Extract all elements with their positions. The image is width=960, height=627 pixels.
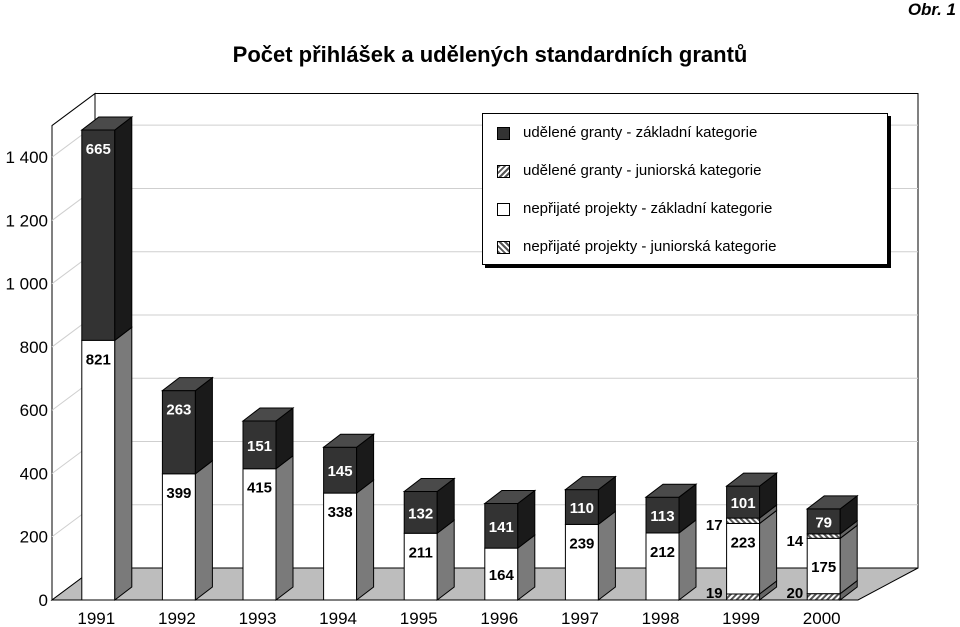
y-tick-label: 0 bbox=[39, 591, 48, 610]
bar-side bbox=[114, 326, 133, 602]
x-tick-label: 2000 bbox=[803, 609, 841, 627]
legend-swatch bbox=[497, 127, 510, 140]
data-label: 821 bbox=[86, 351, 111, 368]
x-tick-label: 1993 bbox=[239, 609, 277, 627]
bar-segment bbox=[484, 503, 519, 549]
bar-side bbox=[436, 519, 455, 602]
data-label: 164 bbox=[489, 567, 515, 584]
legend-item: nepřijaté projekty - základní kategorie bbox=[497, 200, 773, 217]
legend: udělené granty - základní kategorie uděl… bbox=[482, 113, 888, 265]
y-tick-label: 200 bbox=[20, 528, 48, 547]
legend-swatch bbox=[497, 241, 510, 254]
bar-segment bbox=[806, 533, 841, 539]
legend-item: udělené granty - základní kategorie bbox=[497, 124, 758, 141]
data-label: 101 bbox=[731, 495, 756, 512]
bar-side bbox=[275, 454, 294, 602]
y-tick-label: 1 000 bbox=[5, 275, 48, 294]
bar-top bbox=[322, 433, 376, 448]
figure-label: Obr. 1 bbox=[907, 0, 956, 19]
x-tick-label: 1991 bbox=[77, 609, 115, 627]
bar-side bbox=[597, 510, 616, 602]
data-label: 175 bbox=[811, 559, 836, 576]
bar-segment bbox=[403, 491, 438, 534]
y-tick-label: 1 200 bbox=[5, 211, 48, 230]
data-label: 151 bbox=[247, 438, 272, 455]
bar-top bbox=[563, 476, 617, 491]
bar-segment bbox=[806, 508, 841, 535]
legend-label: udělené granty - základní kategorie bbox=[523, 124, 758, 141]
y-tick-label: 400 bbox=[20, 464, 48, 483]
bar-side bbox=[194, 459, 213, 602]
legend-label: udělené granty - juniorská kategorie bbox=[523, 162, 762, 179]
bar-side bbox=[678, 518, 697, 602]
x-tick-label: 1998 bbox=[642, 609, 680, 627]
bar-top bbox=[80, 116, 134, 131]
data-label: 132 bbox=[408, 505, 433, 522]
data-label: 223 bbox=[731, 534, 756, 551]
bar-segment bbox=[726, 522, 761, 595]
data-label: 141 bbox=[489, 519, 514, 536]
data-label: 17 bbox=[706, 517, 723, 534]
bar-side bbox=[114, 115, 133, 342]
bar-segment bbox=[726, 517, 761, 524]
data-label: 665 bbox=[86, 141, 111, 158]
y-tick-label: 1 400 bbox=[5, 148, 48, 167]
bar-segment bbox=[242, 468, 277, 601]
legend-swatch bbox=[497, 203, 510, 216]
bar-side bbox=[356, 479, 375, 602]
bar-segment bbox=[403, 532, 438, 601]
bar-segment bbox=[564, 523, 599, 601]
legend-label: nepřijaté projekty - základní kategorie bbox=[523, 200, 773, 217]
x-tick-label: 1997 bbox=[561, 609, 599, 627]
chart-title: Počet přihlášek a udělených standardních… bbox=[232, 42, 748, 67]
data-label: 110 bbox=[570, 500, 594, 517]
bar-segment bbox=[484, 547, 519, 601]
x-tick-label: 1996 bbox=[480, 609, 518, 627]
bar-segment bbox=[242, 420, 277, 470]
bar-top bbox=[402, 478, 456, 493]
bar-top bbox=[241, 407, 295, 422]
bar-segment bbox=[645, 532, 680, 601]
data-label: 263 bbox=[166, 402, 191, 419]
data-label: 239 bbox=[569, 535, 594, 552]
bar-segment bbox=[161, 473, 196, 601]
bar-segment bbox=[81, 129, 116, 341]
x-tick-label: 1992 bbox=[158, 609, 196, 627]
bar-top bbox=[725, 472, 779, 487]
data-label: 212 bbox=[650, 544, 675, 561]
data-label: 20 bbox=[787, 585, 804, 602]
y-tick-label: 800 bbox=[20, 338, 48, 357]
bar-segment bbox=[323, 446, 358, 494]
bar-segment bbox=[645, 496, 680, 534]
data-label: 19 bbox=[706, 585, 723, 602]
data-label: 145 bbox=[328, 463, 353, 480]
legend-swatch bbox=[497, 165, 510, 178]
bar-top bbox=[644, 483, 698, 498]
data-label: 415 bbox=[247, 480, 272, 497]
y-tick-label: 600 bbox=[20, 401, 48, 420]
bar-top bbox=[805, 495, 859, 510]
data-label: 399 bbox=[166, 485, 191, 502]
bar-top bbox=[483, 490, 537, 505]
bar-top bbox=[160, 377, 214, 392]
data-label: 338 bbox=[328, 504, 353, 521]
data-label: 113 bbox=[650, 508, 674, 525]
data-label: 14 bbox=[787, 533, 804, 550]
x-tick-label: 1995 bbox=[400, 609, 438, 627]
bar-segment bbox=[806, 593, 841, 601]
legend-item: nepřijaté projekty - juniorská kategorie bbox=[497, 238, 777, 255]
bar-side bbox=[759, 509, 778, 596]
bar-segment bbox=[726, 593, 761, 601]
data-label: 79 bbox=[815, 514, 832, 531]
bar-segment bbox=[81, 339, 116, 601]
data-label: 211 bbox=[409, 544, 433, 561]
legend-item: udělené granty - juniorská kategorie bbox=[497, 162, 762, 179]
legend-label: nepřijaté projekty - juniorská kategorie bbox=[523, 238, 777, 255]
x-tick-label: 1994 bbox=[319, 609, 357, 627]
x-tick-label: 1999 bbox=[722, 609, 760, 627]
bar-side bbox=[194, 376, 213, 475]
